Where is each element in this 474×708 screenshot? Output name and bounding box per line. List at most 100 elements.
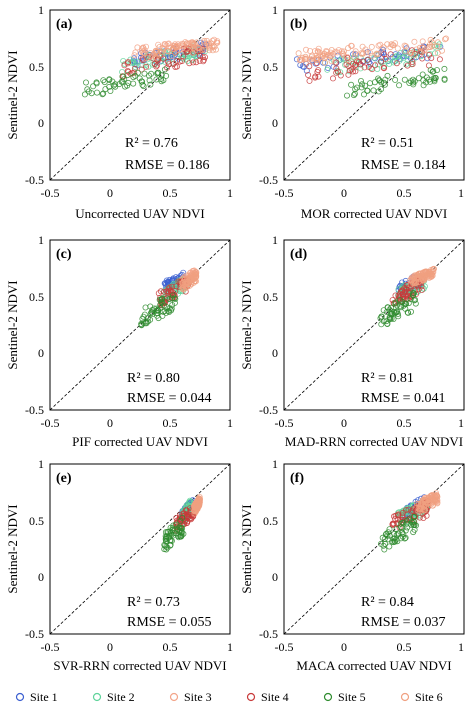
data-point xyxy=(164,289,171,296)
data-point xyxy=(191,503,198,510)
data-point xyxy=(388,310,395,317)
data-point xyxy=(345,45,352,52)
legend-marker xyxy=(169,692,179,702)
data-point xyxy=(396,82,403,89)
panel-label-d: (d) xyxy=(290,247,307,262)
data-point xyxy=(94,89,101,96)
rmse-text-c: RMSE = 0.044 xyxy=(127,391,212,406)
data-point xyxy=(313,56,320,63)
data-point xyxy=(176,514,183,521)
data-point xyxy=(190,59,197,66)
data-point xyxy=(156,44,163,51)
legend-marker xyxy=(15,692,25,702)
data-point xyxy=(430,68,437,75)
data-point xyxy=(325,52,332,59)
data-point xyxy=(184,48,191,55)
data-point xyxy=(132,49,139,56)
x-tick-label: 0.5 xyxy=(397,640,412,654)
y-tick-label: 1 xyxy=(38,233,44,247)
data-point xyxy=(368,43,375,50)
x-tick-label: 0 xyxy=(107,186,113,200)
x-axis-label-a: Uncorrected UAV NDVI xyxy=(75,206,205,221)
y-axis-label-e: Sentinel-2 NDVI xyxy=(5,504,20,593)
data-point xyxy=(357,61,364,68)
y-tick-label: 0 xyxy=(38,116,44,130)
data-point xyxy=(333,69,340,76)
data-point xyxy=(154,307,161,314)
data-point xyxy=(324,66,331,73)
data-point xyxy=(191,504,198,511)
data-point xyxy=(442,35,449,42)
data-point xyxy=(378,58,385,65)
data-point xyxy=(418,286,425,293)
data-point xyxy=(343,92,350,99)
x-tick-label: 1 xyxy=(227,416,233,430)
data-point xyxy=(392,309,399,316)
y-tick-label: 1 xyxy=(272,457,278,471)
one-to-one-line-c xyxy=(49,239,231,411)
data-point xyxy=(150,51,157,58)
data-point xyxy=(344,57,351,64)
y-tick-label: 1 xyxy=(272,3,278,17)
x-tick-label: 0 xyxy=(107,640,113,654)
data-point xyxy=(112,81,119,88)
data-point xyxy=(411,279,418,286)
x-tick-label: -0.5 xyxy=(275,416,294,430)
data-point xyxy=(399,525,406,532)
data-point xyxy=(375,75,382,82)
legend-marker xyxy=(400,692,410,702)
data-point xyxy=(164,41,171,48)
panel-d: (d) R² = 0.81 RMSE = 0.041 -0.5 0 0.5 1 … xyxy=(239,233,465,449)
x-tick-label: 0 xyxy=(341,640,347,654)
data-point xyxy=(110,82,117,89)
data-point xyxy=(421,283,428,290)
data-point xyxy=(163,309,170,316)
data-point xyxy=(419,44,426,51)
data-point xyxy=(427,67,434,74)
x-tick-label: 0 xyxy=(341,186,347,200)
data-point xyxy=(83,79,90,86)
data-point xyxy=(106,77,113,84)
plot-frame-e xyxy=(49,463,231,635)
legend-marker xyxy=(246,692,256,702)
data-point xyxy=(179,279,186,286)
data-point xyxy=(419,55,426,62)
panel-a: (a) R² = 0.76 RMSE = 0.186 -0.5 0 0.5 1 … xyxy=(5,3,233,221)
data-point xyxy=(165,61,172,68)
data-point xyxy=(405,506,412,513)
data-point xyxy=(392,76,399,83)
data-point xyxy=(409,61,416,68)
data-point xyxy=(434,493,441,500)
panel-f: (f) R² = 0.84 RMSE = 0.037 -0.5 0 0.5 1 … xyxy=(239,457,465,673)
panel-label-c: (c) xyxy=(56,247,72,262)
data-point xyxy=(177,533,184,540)
data-point xyxy=(121,76,128,83)
data-point xyxy=(441,76,448,83)
x-tick-label: 0 xyxy=(341,416,347,430)
legend-label: Site 4 xyxy=(261,690,289,704)
data-point xyxy=(158,296,165,303)
data-point xyxy=(409,59,416,66)
rmse-text-b: RMSE = 0.184 xyxy=(361,158,446,173)
data-point xyxy=(333,65,340,72)
legend-label: Site 1 xyxy=(30,690,58,704)
data-point xyxy=(394,45,401,52)
data-point xyxy=(153,76,160,83)
data-point xyxy=(124,72,131,79)
y-tick-label: -0.5 xyxy=(25,627,44,641)
data-point xyxy=(401,42,408,49)
data-point xyxy=(411,513,418,520)
data-point xyxy=(441,36,448,43)
data-point xyxy=(381,546,388,553)
data-point xyxy=(398,535,405,542)
data-point xyxy=(349,60,356,67)
y-tick-label: -0.5 xyxy=(259,403,278,417)
data-point xyxy=(384,532,391,539)
data-point xyxy=(380,46,387,53)
data-point xyxy=(337,72,344,79)
data-point xyxy=(395,511,402,518)
r2-text-c: R² = 0.80 xyxy=(127,371,180,386)
data-point xyxy=(93,80,100,87)
data-point xyxy=(364,56,371,63)
data-point xyxy=(386,543,393,550)
